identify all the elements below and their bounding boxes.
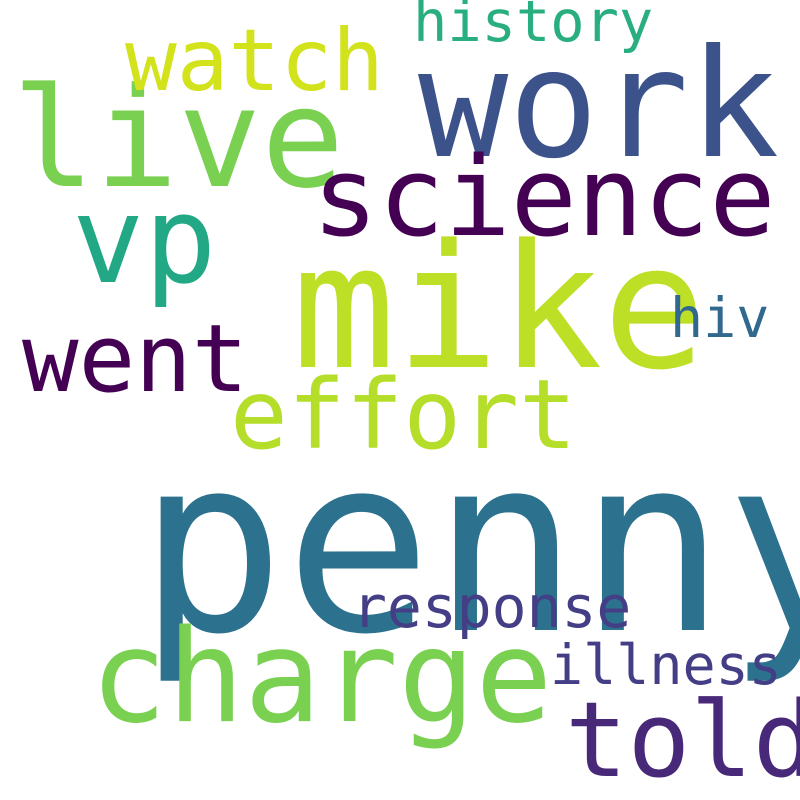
word-charge: charge [90,603,553,752]
word-went: went [22,305,249,414]
word-hiv: hiv [670,286,770,350]
word-mike: mike [292,207,707,408]
word-illness: illness [550,633,782,697]
word-penny: penny [138,404,800,688]
word-response: response [352,573,632,641]
word-vp: vp [72,172,217,311]
word-live: live [12,58,345,219]
word-work: work [418,18,780,192]
word-told: told [565,679,800,800]
word-effort: effort [230,359,577,471]
word-science: science [312,133,776,261]
word-history: history [413,0,654,55]
word-watch: watch [125,11,384,111]
